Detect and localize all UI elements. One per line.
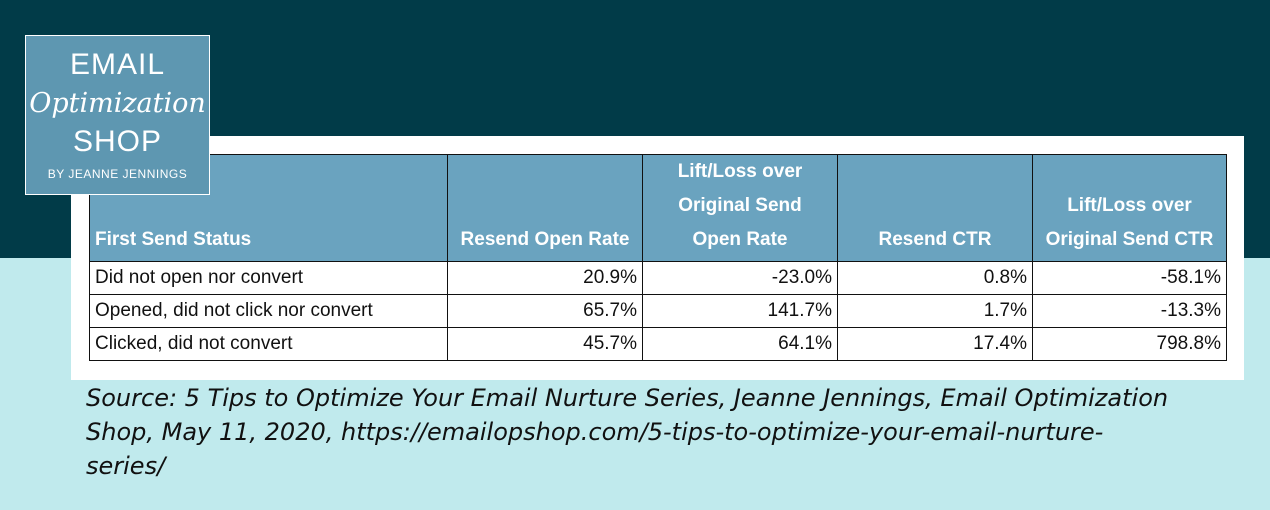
header-resend-ctr: Resend CTR bbox=[837, 154, 1033, 262]
logo-line-byline: BY JEANNE JENNINGS bbox=[47, 167, 188, 181]
cell-open-rate-lift: -23.0% bbox=[642, 261, 838, 295]
cell-resend-ctr: 1.7% bbox=[837, 294, 1033, 328]
cell-open-rate-lift: 141.7% bbox=[642, 294, 838, 328]
cell-ctr-lift: 798.8% bbox=[1032, 327, 1227, 361]
table-row: Opened, did not click nor convert 65.7% … bbox=[89, 294, 1227, 328]
cell-resend-open-rate: 45.7% bbox=[447, 327, 643, 361]
header-open-rate-lift: Lift/Loss over Original Send Open Rate bbox=[642, 154, 838, 262]
email-optimization-shop-logo: EMAIL Optimization SHOP BY JEANNE JENNIN… bbox=[25, 35, 210, 195]
cell-first-send-status: Did not open nor convert bbox=[89, 261, 448, 295]
header-resend-open-rate: Resend Open Rate bbox=[447, 154, 643, 262]
logo-line-optimization: Optimization bbox=[29, 88, 206, 119]
header-ctr-lift: Lift/Loss over Original Send CTR bbox=[1032, 154, 1227, 262]
table-row: Clicked, did not convert 45.7% 64.1% 17.… bbox=[89, 327, 1227, 361]
source-line: Shop, May 11, 2020, https://emailopshop.… bbox=[86, 418, 1104, 446]
source-line: Source: 5 Tips to Optimize Your Email Nu… bbox=[86, 384, 1169, 412]
source-line: series/ bbox=[86, 452, 166, 480]
source-citation: Source: 5 Tips to Optimize Your Email Nu… bbox=[86, 381, 1236, 483]
logo-line-shop: SHOP bbox=[72, 125, 163, 158]
cell-first-send-status: Clicked, did not convert bbox=[89, 327, 448, 361]
cell-ctr-lift: -58.1% bbox=[1032, 261, 1227, 295]
cell-resend-ctr: 0.8% bbox=[837, 261, 1033, 295]
resend-results-table: First Send Status Resend Open Rate Lift/… bbox=[89, 154, 1227, 361]
table-header-row: First Send Status Resend Open Rate Lift/… bbox=[89, 154, 1227, 262]
cell-open-rate-lift: 64.1% bbox=[642, 327, 838, 361]
table-row: Did not open nor convert 20.9% -23.0% 0.… bbox=[89, 261, 1227, 295]
cell-ctr-lift: -13.3% bbox=[1032, 294, 1227, 328]
cell-resend-open-rate: 20.9% bbox=[447, 261, 643, 295]
cell-resend-ctr: 17.4% bbox=[837, 327, 1033, 361]
logo-line-email: EMAIL bbox=[69, 48, 166, 81]
cell-first-send-status: Opened, did not click nor convert bbox=[89, 294, 448, 328]
cell-resend-open-rate: 65.7% bbox=[447, 294, 643, 328]
